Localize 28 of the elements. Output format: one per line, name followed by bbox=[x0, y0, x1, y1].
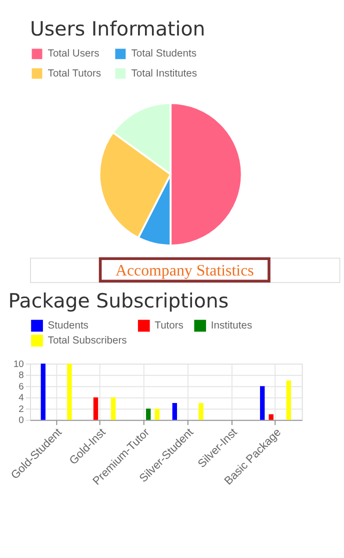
legend-label: Total Tutors bbox=[48, 68, 102, 80]
legend-label: Tutors bbox=[154, 320, 184, 332]
y-tick-label: 4 bbox=[18, 392, 24, 403]
y-tick-label: 8 bbox=[18, 370, 24, 380]
legend-label: Total Subscribers bbox=[48, 335, 127, 346]
legend-label: Institutes bbox=[210, 320, 252, 332]
y-tick-label: 2 bbox=[18, 404, 24, 414]
bar bbox=[268, 414, 274, 420]
bar bbox=[93, 397, 98, 420]
text: Accompany Statistics bbox=[115, 262, 254, 280]
y-tick-label: 10 bbox=[13, 358, 24, 369]
bar bbox=[154, 408, 160, 420]
bar bbox=[286, 380, 292, 420]
legend-label: Total Students bbox=[131, 48, 196, 60]
y-tick-label: 0 bbox=[18, 415, 24, 426]
legend-label: Total Users bbox=[48, 48, 100, 60]
bar bbox=[172, 403, 178, 420]
chart-title: Users Information bbox=[30, 18, 206, 41]
bar bbox=[146, 408, 151, 420]
legend-label: Students bbox=[48, 320, 88, 332]
bar bbox=[40, 364, 46, 420]
bar bbox=[67, 364, 72, 420]
bar bbox=[198, 403, 204, 420]
legend-label: Total Institutes bbox=[131, 68, 198, 80]
chart-title: Package Subscriptions bbox=[8, 289, 229, 312]
bar bbox=[260, 386, 265, 420]
y-tick-label: 6 bbox=[18, 381, 24, 392]
bar bbox=[110, 397, 116, 420]
